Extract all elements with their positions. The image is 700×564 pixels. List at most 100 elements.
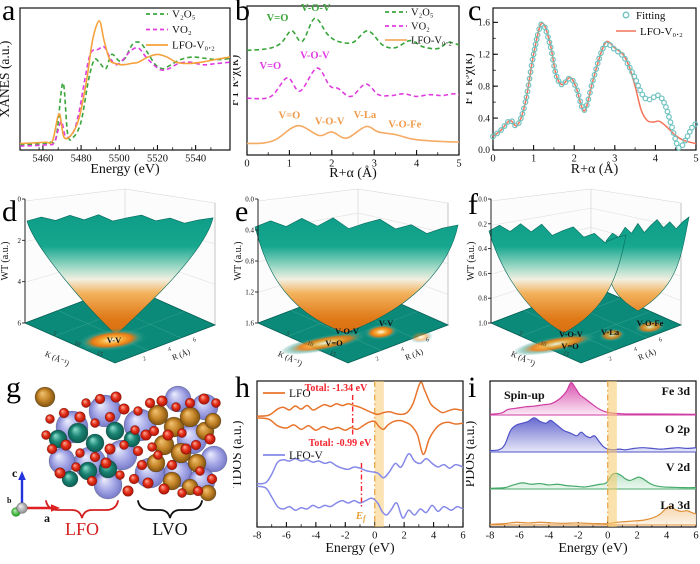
series-fitting-markers (490, 21, 699, 151)
axes: 5460 5480 5500 5520 5540 (19, 7, 231, 165)
panel-letter-b: b (235, 0, 250, 27)
r-axis-label: R (Å) (171, 347, 192, 362)
z-axis: 0.0 0.2 0.4 0.6 0.8 1.0 (478, 196, 492, 328)
legend-label: LFO-V₀.₂ (640, 26, 683, 38)
tdos-LFO-up (256, 381, 464, 417)
atom-O (195, 466, 205, 476)
atom-Fe (85, 433, 105, 453)
lfo-label: LFO (65, 519, 99, 539)
z-tick-label: 0.4 (478, 245, 487, 253)
tdos-LFO-V-down (256, 485, 464, 519)
pdos-line-La 3d (489, 505, 697, 525)
y-tick-label: 0.8 (478, 82, 490, 92)
x-axis-label: Energy (eV) (90, 162, 160, 177)
c-axis-arrow (18, 471, 26, 480)
x-tick-label: -6 (515, 531, 524, 542)
spin-up-label: Spin-up (504, 388, 545, 402)
panel-b: b 0 1 2 3 4 5 R+α (Å) FT k³χ(k) V=O V-O-V V=O V-O-V… (233, 0, 466, 185)
atom-O (100, 457, 112, 469)
z-tick-label: 0.6 (478, 270, 487, 278)
y-axis-label: FT k³χ(k) (466, 53, 475, 104)
fermi-band (374, 381, 384, 527)
x-tick-label: 1 (287, 159, 292, 170)
panel-a: a 5460 5480 5500 5520 5540 Energy (eV) XANES (… (0, 0, 233, 185)
x-tick-label: 3 (372, 159, 377, 170)
atom-O (204, 433, 216, 445)
r-tick-label: 2 (608, 356, 613, 363)
atom-O (192, 485, 204, 497)
series-VO₂ (19, 45, 231, 147)
peak-annotation: V=O (259, 61, 281, 72)
x-tick-label: 6 (460, 531, 465, 542)
x-tick-label: -8 (486, 531, 495, 542)
y-tick-label: 0.0 (478, 146, 490, 156)
x-tick-label: 4 (431, 531, 437, 542)
peak-annotation: V-O-V (300, 50, 330, 61)
atom-O (110, 391, 122, 403)
z-tick-label: 0.8 (245, 258, 254, 266)
atom-O (184, 397, 196, 409)
x-tick-label: -4 (311, 531, 320, 542)
orbital-label: O 2p (665, 422, 690, 436)
x-tick-label: -8 (253, 531, 262, 542)
k-tick-label: 5 (52, 331, 57, 338)
panel-letter-h: h (235, 375, 250, 404)
k-tick-label: 15 (96, 350, 104, 358)
k-axis-label: K (Å⁻¹) (44, 349, 71, 368)
k-tick-label: 10 (306, 340, 314, 348)
atom-O (190, 439, 202, 451)
x-tick-label: 0 (244, 159, 249, 170)
atom-O (198, 393, 210, 405)
x-axis-label: Energy (eV) (558, 541, 628, 556)
z-tick-label: 6 (18, 320, 22, 328)
orbital-label: La 3d (660, 498, 690, 512)
wt-surface (26, 214, 214, 336)
contour-blobs (279, 323, 433, 355)
panel-h: h -8 -6 -4 -2 0 2 4 6 Energy (eV) TDOS (a.u.) LFO T… (233, 375, 466, 564)
atom-O (162, 429, 174, 441)
atom-O (144, 397, 156, 409)
series-lfo-v02 (492, 22, 697, 145)
k-tick-label: 5 (518, 331, 523, 338)
z-axis-label: WT (a.u.) (0, 242, 11, 281)
atom-V (147, 404, 169, 426)
atom-O (132, 445, 144, 457)
wt-surface (254, 217, 459, 334)
panel-letter-e: e (235, 195, 249, 228)
peak-annotation: V-O-V (301, 3, 331, 14)
atom-O (104, 443, 116, 455)
legend-label: LFO-V₀.₂ (172, 40, 215, 52)
axes: 0 1 2 3 4 5 0.0 0.4 0.8 1.2 1.6 (478, 7, 699, 165)
atom-Fe (61, 470, 79, 488)
scattering-path-label: V-La (601, 327, 620, 337)
peak-annotation: V=O (267, 13, 289, 24)
atom-O (153, 450, 163, 460)
x-tick-label: -6 (282, 531, 291, 542)
atom-O (46, 443, 58, 455)
atom-Fe (67, 422, 89, 444)
atom-cluster (34, 385, 228, 502)
series-VO₂ (246, 67, 460, 100)
peak-annotation: V-O-V (315, 116, 345, 127)
z-tick-label: 0.2 (478, 220, 487, 228)
a-axis-label: a (44, 511, 50, 525)
panel-letter-f: f (468, 188, 478, 221)
z-axis: 0 2 4 6 (18, 196, 26, 328)
peak-annotation: V-O-Fe (388, 120, 421, 131)
axes: 0 1 2 3 4 5 (244, 5, 462, 170)
series-V₂O₅ (246, 17, 460, 52)
panel-b-chart: 0 1 2 3 4 5 R+α (Å) FT k³χ(k) V=O V-O-V V=O V-O-V V=… (233, 3, 462, 181)
orbital-label: Fe 3d (662, 384, 691, 398)
y-tick-label: 0.4 (478, 114, 490, 124)
panel-d: d V-V 0 2 4 6 WT (a.u.) K (Å⁻¹) 5 10 15 R (Å) 2 4 6 (0, 185, 233, 375)
atom-O (130, 425, 140, 435)
z-tick-label: 1.2 (245, 289, 254, 297)
z-tick-label: 4 (18, 278, 22, 286)
x-tick-label: 5500 (109, 154, 130, 165)
x-axis-label: R+α (Å) (329, 165, 377, 181)
total-annotation: Total: -0.99 eV (309, 438, 372, 449)
peak-annotation: V=O (279, 111, 301, 122)
panel-f: f V-O-V V-La V-O-Fe V=O 0.0 0.2 0.4 0.6 0.8 1.0 WT… (466, 185, 700, 375)
x-tick-label: 4 (664, 531, 670, 542)
pdos-fill-V 2d (490, 473, 696, 489)
